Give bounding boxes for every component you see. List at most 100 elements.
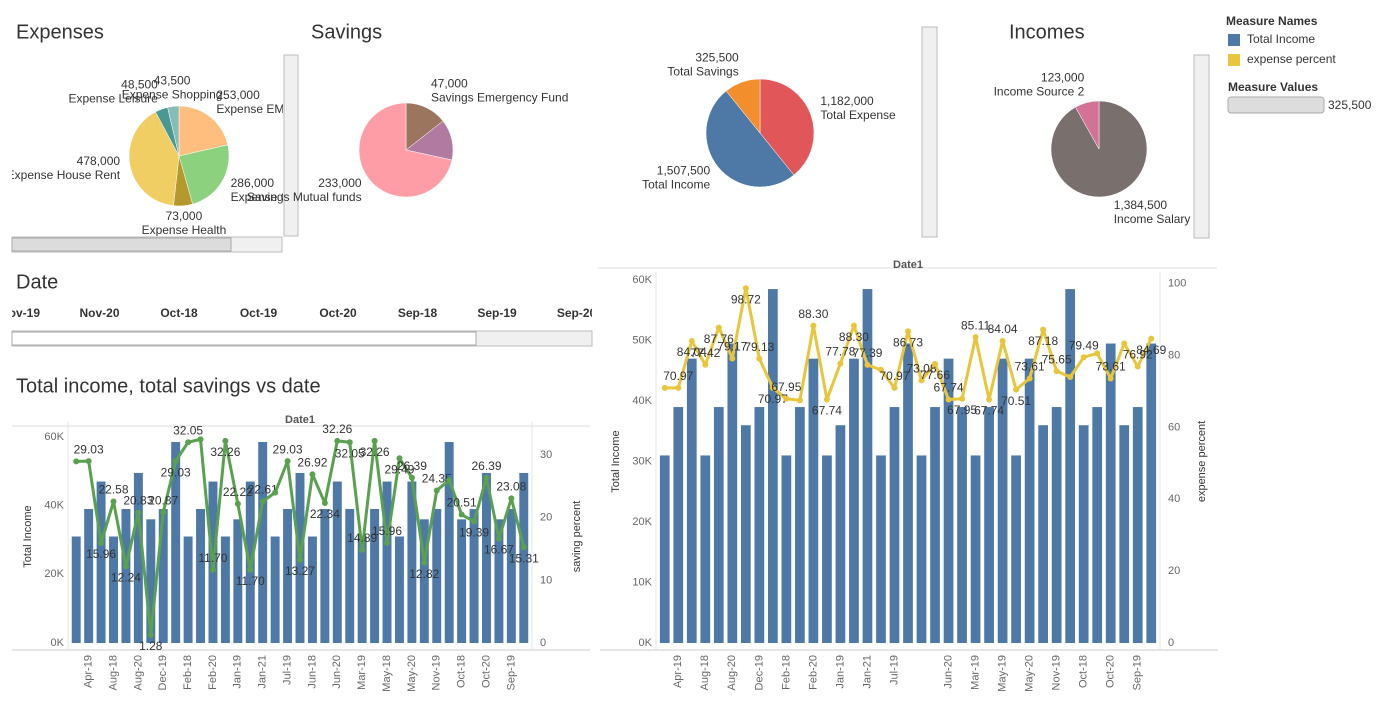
line-point (1013, 386, 1020, 393)
data-label: 85.11 (961, 318, 990, 332)
data-label: 67.74 (812, 404, 842, 418)
x-tick-label: Jul-19 (888, 655, 900, 685)
line-point (715, 324, 722, 331)
x-tick-label: Oct-20 (480, 655, 492, 688)
bar (158, 509, 168, 643)
data-label: 22.34 (310, 507, 340, 521)
bar (382, 481, 392, 643)
data-label: 29.03 (161, 465, 191, 479)
data-label: 22.58 (98, 483, 128, 497)
pie-value-label: 1,182,000 (820, 94, 874, 108)
date-label: Sep-18 (398, 306, 438, 320)
pie-category-label: Total Savings (667, 64, 738, 78)
data-label: 16.67 (484, 543, 514, 557)
line-point (1053, 368, 1060, 375)
bar (233, 519, 243, 643)
bar (307, 536, 317, 643)
x-tick-label: Jan-19 (232, 655, 244, 689)
line-point (508, 495, 515, 502)
data-label: 11.70 (236, 574, 265, 588)
bar (183, 536, 193, 643)
data-label: 11.70 (198, 551, 227, 565)
line-point (172, 458, 179, 465)
data-label: 13.27 (285, 564, 315, 578)
line-point (837, 360, 844, 367)
line-point (932, 360, 939, 367)
pie-value-label: 47,000 (431, 77, 468, 91)
y2-tick-label: 100 (1168, 278, 1186, 290)
scrollbar[interactable] (283, 54, 299, 237)
scrollbar-thumb[interactable] (11, 237, 232, 252)
line-point (742, 285, 749, 292)
y2-tick-label: 0 (540, 637, 546, 649)
pie-slice (725, 78, 761, 134)
y-tick-label: 20K (44, 568, 64, 580)
chart-title: Total income, total savings vs date (16, 375, 321, 397)
data-label: 87.76 (704, 332, 734, 346)
pie-category-label: Expense Leisure (68, 92, 158, 106)
data-label: 73.61 (1096, 360, 1126, 374)
bar (258, 442, 268, 643)
axis-title: Total Income (610, 430, 622, 492)
pie-value-label: 1,507,500 (657, 163, 711, 177)
slider[interactable] (1227, 96, 1325, 114)
data-label: 77.66 (920, 368, 950, 382)
bar (849, 358, 859, 643)
y-tick-label: 0K (51, 637, 65, 649)
data-label: 22.22 (223, 485, 253, 499)
bar (1024, 358, 1035, 643)
chart-title: Savings (311, 21, 382, 43)
axis-title: expense percent (1196, 421, 1208, 502)
bar (1119, 425, 1130, 643)
line-point (321, 500, 328, 507)
bar (795, 407, 805, 643)
x-tick-label: Mar-19 (356, 655, 368, 690)
pie-slice (1075, 100, 1100, 150)
line-point (234, 500, 241, 507)
y-tick-label: 60K (632, 274, 652, 286)
data-label: 15.31 (509, 551, 539, 565)
line-point (272, 489, 279, 496)
bar (889, 407, 900, 643)
bar (835, 425, 846, 643)
pie-value-label: 43,500 (154, 74, 191, 88)
data-label: 70.51 (1001, 394, 1031, 408)
bar (673, 407, 684, 643)
bar (1065, 289, 1076, 643)
line-point (796, 397, 803, 404)
x-tick-label: Oct-20 (1105, 655, 1117, 688)
data-label: 86.73 (893, 335, 923, 349)
line-point (495, 535, 502, 542)
scrollbar[interactable] (1193, 54, 1210, 239)
data-label: 1.28 (139, 639, 163, 653)
line-point (85, 458, 92, 465)
scrollbar-thumb[interactable] (11, 331, 477, 346)
x-tick-label: Jul-19 (281, 655, 293, 685)
line-point (877, 366, 884, 373)
data-label: 19.39 (459, 526, 489, 540)
x-tick-label: Dec-19 (157, 655, 169, 690)
line-point (458, 511, 465, 518)
pie-value-label: 123,000 (1041, 70, 1085, 84)
data-label: 98.72 (731, 292, 761, 306)
bar (1132, 407, 1143, 643)
line-point (209, 566, 216, 573)
x-tick-label: Apr-19 (83, 655, 95, 688)
date-filter: Nov-19 Nov-20 Oct-18 Oct-19 Oct-20 Sep-18 Sep-… (12, 306, 592, 320)
bar (84, 509, 94, 643)
pie-slice (178, 105, 229, 157)
scrollbar[interactable] (921, 26, 938, 238)
line-point (520, 544, 527, 551)
x-tick-label: Feb-18 (780, 655, 792, 690)
x-tick-label: Sep-19 (1132, 655, 1144, 690)
line-point (185, 439, 192, 446)
pie-slice (358, 102, 453, 198)
line-point (483, 474, 490, 481)
pie-category-label: Expense House Rent (7, 168, 121, 182)
bar (700, 455, 711, 643)
pie-value-label: 1,384,500 (1114, 198, 1168, 212)
bar (96, 481, 106, 643)
bar (457, 519, 467, 643)
data-label: 67.95 (947, 403, 977, 417)
